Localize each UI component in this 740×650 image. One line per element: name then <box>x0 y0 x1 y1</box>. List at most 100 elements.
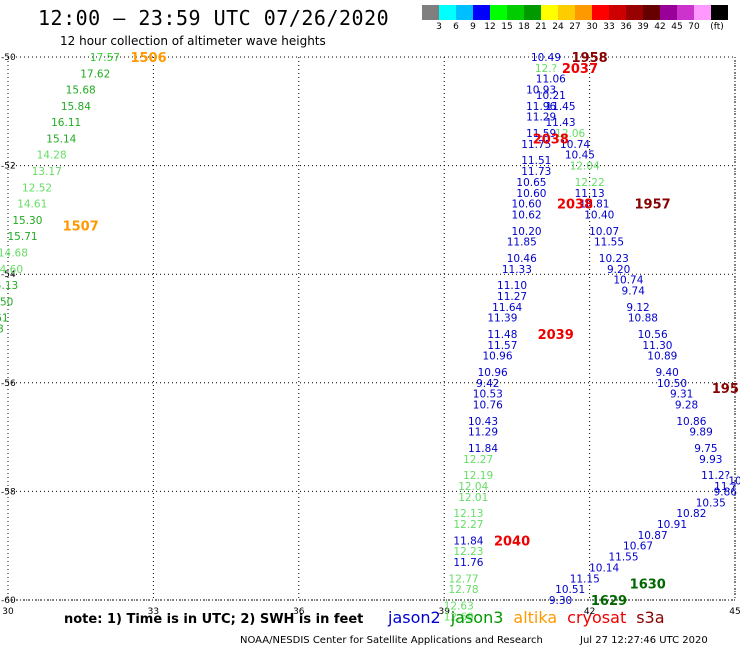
lat-tick-label: -58 <box>1 487 16 497</box>
wave-height-value: 10.86 <box>676 416 706 428</box>
wave-height-value: 11.43 <box>545 117 575 129</box>
color-scale-label: 18 <box>518 22 530 32</box>
wave-height-value: 10.82 <box>676 508 706 520</box>
wave-height-value: 12.63 <box>444 600 474 612</box>
pass-time-label: 2038 <box>557 198 593 213</box>
wave-height-value: 10.49 <box>531 52 561 64</box>
pass-time-label: 1507 <box>63 219 99 234</box>
wave-height-value: 10.96 <box>478 367 508 379</box>
wave-height-value: 11.55 <box>594 237 624 249</box>
color-scale-label: 42 <box>654 22 666 32</box>
pass-time-label: 2037 <box>562 62 598 77</box>
wave-height-value: 11.59 <box>526 128 556 140</box>
wave-height-value: 10.67 <box>623 541 653 553</box>
wave-height-value: 10.46 <box>507 253 537 265</box>
lon-tick-label: 30 <box>2 607 14 617</box>
lon-tick-label: 33 <box>148 607 159 617</box>
wave-height-value: 12.04 <box>570 161 600 173</box>
wave-height-value: 11.48 <box>487 329 517 341</box>
wave-height-value: 12.77 <box>449 573 479 585</box>
color-scale-label: 21 <box>535 22 547 32</box>
color-swatch <box>473 5 490 20</box>
wave-height-value: 15.61 <box>0 313 8 325</box>
wave-height-value: 12.23 <box>453 546 483 558</box>
pass-time-label: 2039 <box>538 328 574 343</box>
wave-height-value: 15.71 <box>8 231 38 243</box>
wave-height-value: 15.68 <box>66 85 96 97</box>
wave-height-value: 9.74 <box>622 285 646 297</box>
wave-height-value: 10.74 <box>613 275 643 287</box>
wave-height-value: 9.86 <box>714 486 738 498</box>
color-swatch <box>643 5 660 20</box>
wave-height-value: 14.68 <box>0 247 28 259</box>
wave-height-value: 13.17 <box>32 166 62 178</box>
wave-height-value: 11.64 <box>492 302 522 314</box>
wave-height-value: 10.93 <box>526 85 556 97</box>
map-subtitle: 12 hour collection of altimeter wave hei… <box>60 34 326 48</box>
wave-height-value: 17.57 <box>90 52 120 64</box>
wave-height-value: 10.81 <box>579 199 609 211</box>
wave-height-value: 11.75 <box>521 139 551 151</box>
wave-height-value: 9.40 <box>655 367 678 379</box>
wave-height-value: 9.12 <box>626 302 649 314</box>
satellite-legend-s3a: s3a <box>636 608 665 627</box>
wave-height-value: 16.11 <box>51 117 81 129</box>
wave-height-value: 11.45 <box>545 101 575 113</box>
wave-height-value: 9.31 <box>670 389 693 401</box>
wave-height-value: 14.60 <box>0 264 23 276</box>
lon-tick-label: 39 <box>438 607 450 617</box>
color-scale-label: 45 <box>671 22 683 32</box>
map-grid <box>7 56 736 601</box>
wave-height-value: 15.48 <box>0 324 4 336</box>
color-scale-label: 24 <box>552 22 564 32</box>
wave-height-value: 9.75 <box>694 443 717 455</box>
wave-height-value: 10.62 <box>512 209 542 221</box>
wave-height-value: 17.62 <box>80 68 110 80</box>
color-scale-label: 6 <box>453 22 459 32</box>
wave-height-value: 11.85 <box>507 237 537 249</box>
wave-height-value: 10.60 <box>512 199 542 211</box>
wave-height-value: 11.? <box>714 481 736 493</box>
wave-height-value: 11.96 <box>526 101 556 113</box>
color-swatch <box>558 5 575 20</box>
wave-height-value: 9.89 <box>689 427 712 439</box>
color-scale-label: 27 <box>569 22 581 32</box>
wave-height-value: 11.33 <box>502 264 532 276</box>
color-swatch <box>677 5 694 20</box>
pass-time-label: 1630 <box>630 578 666 593</box>
wave-height-value: 10.51 <box>555 584 585 596</box>
wave-height-value: 11.84 <box>468 443 498 455</box>
wave-height-value: 12.01 <box>458 492 488 504</box>
wave-height-value: 9.93 <box>699 454 722 466</box>
wave-height-value: 10.74 <box>560 139 590 151</box>
wave-height-value: 11.51 <box>521 155 551 167</box>
wave-height-value: 15.30 <box>12 215 42 227</box>
wave-height-value: 11.29 <box>468 427 498 439</box>
color-swatch <box>524 5 541 20</box>
wave-height-value: 10.91 <box>657 519 687 531</box>
lat-tick-label: -54 <box>1 270 16 280</box>
wave-height-value: 11.57 <box>487 340 517 352</box>
wave-height-value: 12.19 <box>463 470 493 482</box>
color-swatch <box>592 5 609 20</box>
wave-height-value: 14.61 <box>17 199 47 211</box>
pass-time-label: 195 <box>712 382 739 397</box>
wave-height-value: 12.69 <box>444 611 474 623</box>
color-scale-label: 36 <box>620 22 632 32</box>
wave-height-value: 10.07 <box>589 226 619 238</box>
color-scale-bar <box>422 5 728 20</box>
wave-height-value: 10.96 <box>482 351 512 363</box>
wave-height-value: 11.27 <box>497 291 527 303</box>
color-scale-label: 3 <box>436 22 442 32</box>
color-scale-label: 30 <box>586 22 598 32</box>
wave-height-value: 12.22 <box>575 177 605 189</box>
lat-tick-label: -50 <box>1 53 16 63</box>
color-swatch <box>439 5 456 20</box>
wave-height-value: 11.76 <box>453 557 483 569</box>
color-swatch <box>422 5 439 20</box>
map-title: 12:00 – 23:59 UTC 07/26/2020 <box>38 6 390 30</box>
footer-timestamp: Jul 27 12:27:46 UTC 2020 <box>580 635 708 646</box>
wave-height-value: 10.56 <box>638 329 668 341</box>
wave-height-value: 10.20 <box>512 226 542 238</box>
